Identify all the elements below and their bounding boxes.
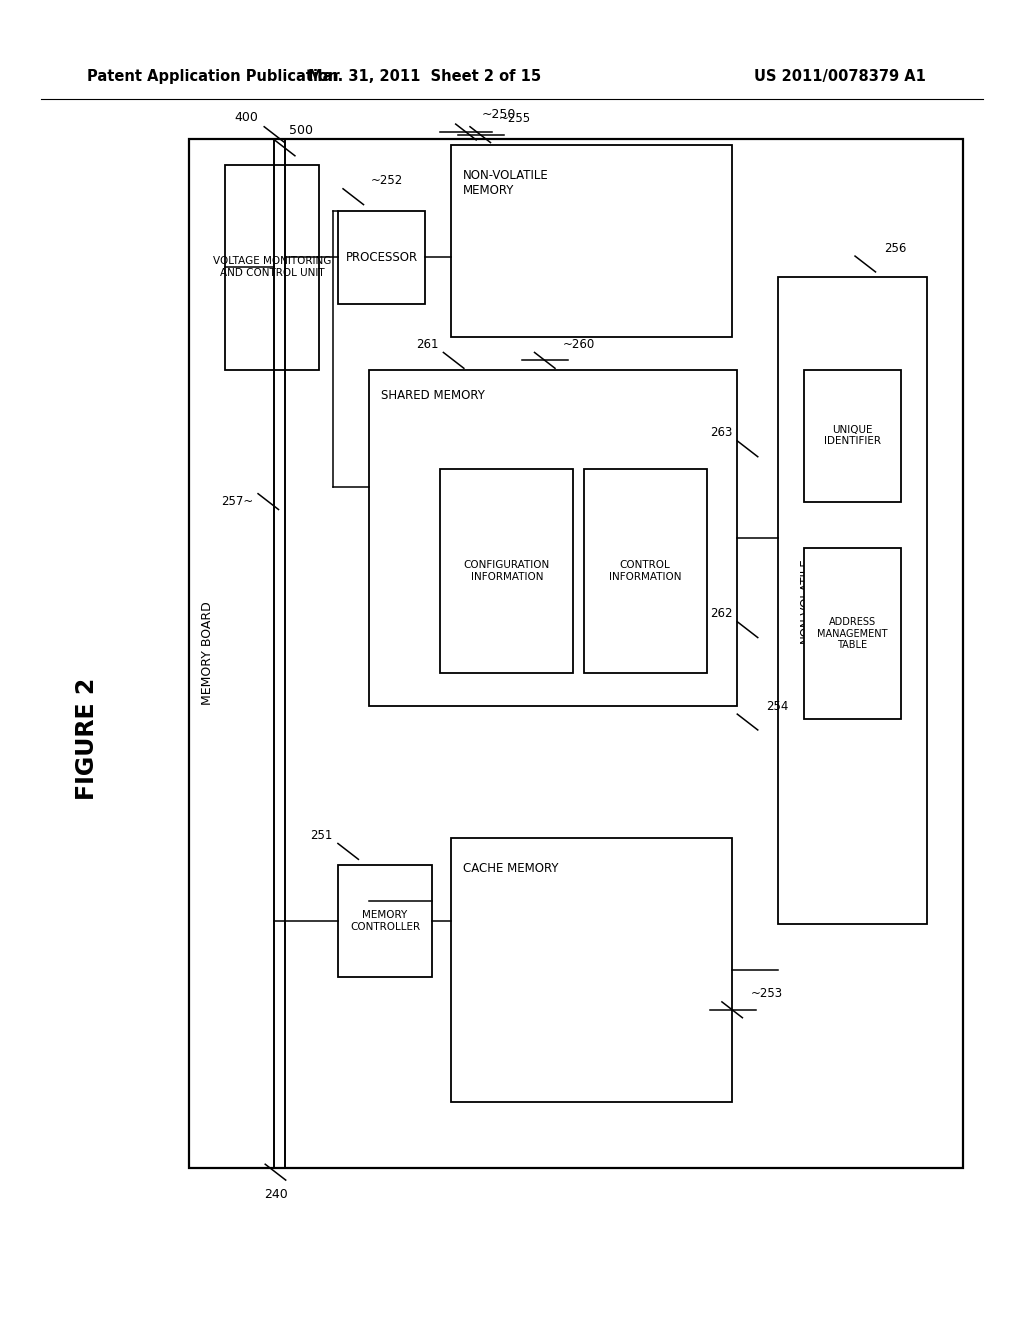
- Bar: [804, 370, 901, 502]
- Text: 251: 251: [310, 829, 333, 842]
- Text: CONTROL
INFORMATION: CONTROL INFORMATION: [609, 560, 681, 582]
- Text: ADDRESS
MANAGEMENT
TABLE: ADDRESS MANAGEMENT TABLE: [817, 616, 888, 651]
- Text: ~253: ~253: [751, 987, 782, 1001]
- Bar: [225, 165, 319, 370]
- Text: ~255: ~255: [499, 112, 530, 125]
- Text: VOLTAGE MONITORING
AND CONTROL UNIT: VOLTAGE MONITORING AND CONTROL UNIT: [213, 256, 332, 279]
- Text: 400: 400: [234, 111, 258, 124]
- Text: ~252: ~252: [371, 174, 402, 187]
- Text: SHARED MEMORY: SHARED MEMORY: [381, 389, 484, 403]
- Text: UNIQUE
IDENTIFIER: UNIQUE IDENTIFIER: [824, 425, 881, 446]
- Text: 500: 500: [289, 124, 312, 137]
- Text: CONFIGURATION
INFORMATION: CONFIGURATION INFORMATION: [464, 560, 550, 582]
- Text: FIGURE 2: FIGURE 2: [75, 678, 99, 800]
- Bar: [338, 211, 425, 304]
- Bar: [451, 145, 732, 337]
- Text: 240: 240: [264, 1188, 289, 1201]
- Text: MEMORY
CONTROLLER: MEMORY CONTROLLER: [350, 909, 420, 932]
- Text: PROCESSOR: PROCESSOR: [345, 251, 418, 264]
- Text: 261: 261: [416, 338, 438, 351]
- Text: 254: 254: [766, 700, 788, 713]
- Text: 263: 263: [710, 426, 732, 440]
- Text: Mar. 31, 2011  Sheet 2 of 15: Mar. 31, 2011 Sheet 2 of 15: [308, 69, 542, 84]
- Text: NON-VOLATILE
MEMORY: NON-VOLATILE MEMORY: [799, 558, 826, 643]
- Bar: [451, 838, 732, 1102]
- Text: ~250: ~250: [481, 108, 516, 121]
- Text: ~260: ~260: [563, 338, 595, 351]
- Text: Patent Application Publication: Patent Application Publication: [87, 69, 339, 84]
- Bar: [804, 548, 901, 719]
- Text: US 2011/0078379 A1: US 2011/0078379 A1: [754, 69, 926, 84]
- Text: 256: 256: [884, 242, 906, 255]
- Text: 262: 262: [710, 607, 732, 620]
- Bar: [369, 370, 737, 706]
- Bar: [440, 469, 573, 673]
- Bar: [778, 277, 927, 924]
- Bar: [338, 865, 432, 977]
- Text: NON-VOLATILE
MEMORY: NON-VOLATILE MEMORY: [463, 169, 549, 197]
- Text: 257~: 257~: [221, 495, 253, 508]
- Text: CACHE MEMORY: CACHE MEMORY: [463, 862, 558, 875]
- Bar: [584, 469, 707, 673]
- Text: MEMORY BOARD: MEMORY BOARD: [202, 602, 214, 705]
- Bar: [189, 139, 963, 1168]
